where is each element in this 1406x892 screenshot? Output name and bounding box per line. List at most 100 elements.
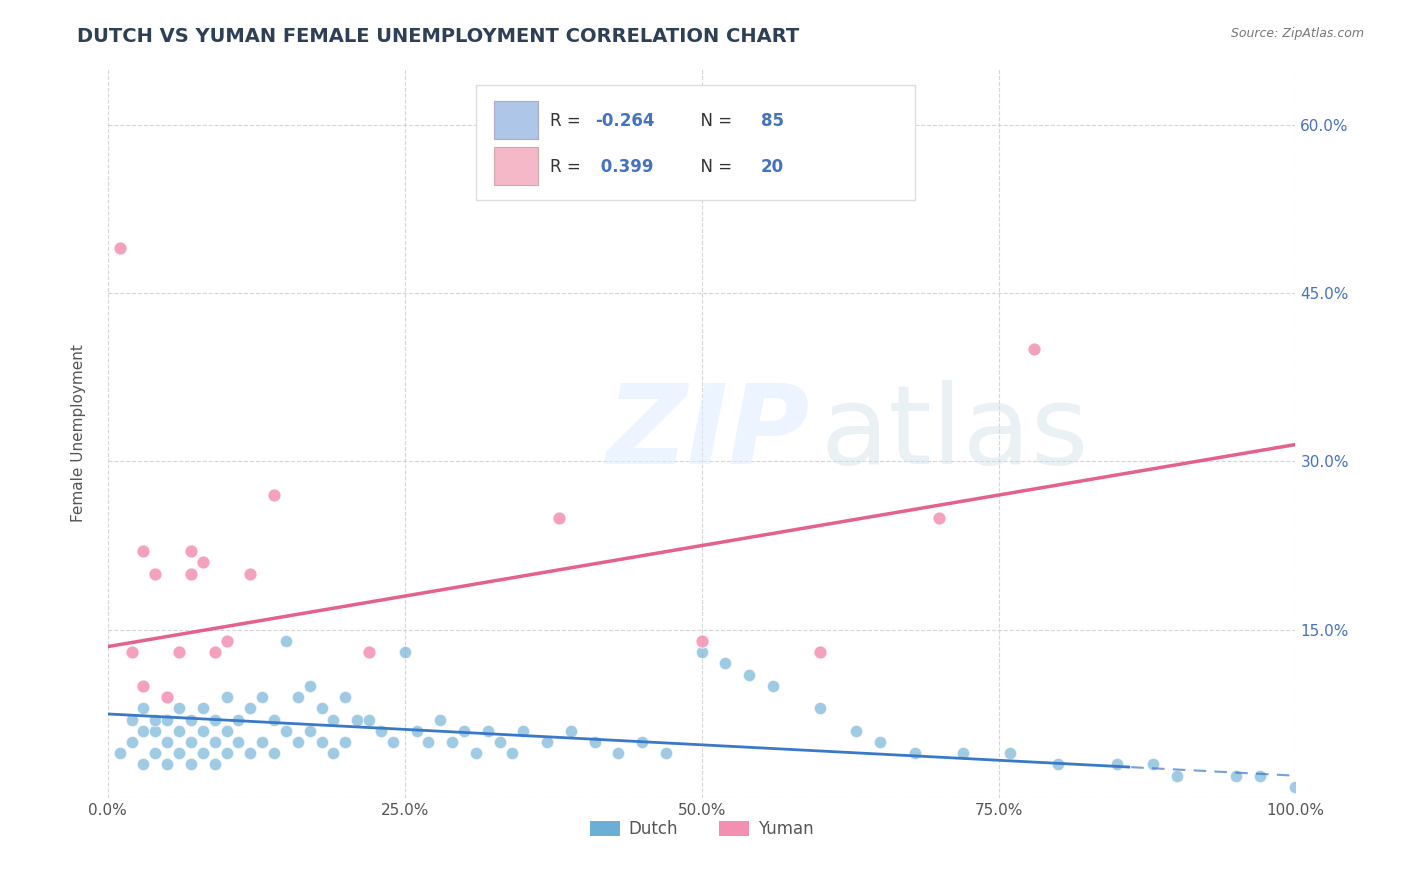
Point — [762, 679, 785, 693]
Point — [204, 645, 226, 659]
Point — [690, 634, 713, 648]
Point — [143, 713, 166, 727]
Point — [381, 735, 404, 749]
Point — [808, 645, 831, 659]
Point — [263, 746, 285, 760]
Point — [143, 566, 166, 581]
Point — [1000, 746, 1022, 760]
Point — [441, 735, 464, 749]
Point — [156, 735, 179, 749]
Point — [465, 746, 488, 760]
Point — [335, 690, 357, 705]
Point — [263, 713, 285, 727]
Point — [156, 690, 179, 705]
Point — [429, 713, 451, 727]
Point — [714, 657, 737, 671]
Point — [548, 510, 571, 524]
FancyBboxPatch shape — [494, 102, 537, 139]
Legend: Dutch, Yuman: Dutch, Yuman — [583, 814, 820, 845]
Point — [180, 713, 202, 727]
Text: N =: N = — [690, 112, 737, 130]
Point — [250, 690, 273, 705]
Y-axis label: Female Unemployment: Female Unemployment — [72, 344, 86, 523]
Point — [121, 713, 143, 727]
Point — [928, 510, 950, 524]
Point — [108, 746, 131, 760]
Point — [191, 556, 214, 570]
Point — [228, 735, 250, 749]
Text: DUTCH VS YUMAN FEMALE UNEMPLOYMENT CORRELATION CHART: DUTCH VS YUMAN FEMALE UNEMPLOYMENT CORRE… — [77, 27, 800, 45]
Point — [311, 735, 333, 749]
Point — [180, 544, 202, 558]
Point — [239, 701, 262, 715]
Point — [738, 667, 761, 681]
Point — [191, 746, 214, 760]
Point — [631, 735, 654, 749]
Point — [1046, 757, 1069, 772]
Point — [180, 566, 202, 581]
Point — [1142, 757, 1164, 772]
Point — [228, 713, 250, 727]
Point — [477, 723, 499, 738]
Point — [156, 757, 179, 772]
Point — [335, 735, 357, 749]
FancyBboxPatch shape — [494, 147, 537, 186]
Point — [607, 746, 630, 760]
Point — [132, 544, 155, 558]
Point — [370, 723, 392, 738]
Point — [204, 735, 226, 749]
Point — [512, 723, 534, 738]
Point — [121, 645, 143, 659]
Point — [156, 713, 179, 727]
Point — [215, 634, 238, 648]
Point — [132, 679, 155, 693]
Text: -0.264: -0.264 — [595, 112, 654, 130]
Text: N =: N = — [690, 158, 737, 176]
Point — [287, 735, 309, 749]
Point — [501, 746, 523, 760]
Point — [204, 713, 226, 727]
Point — [180, 757, 202, 772]
Point — [274, 723, 297, 738]
Point — [453, 723, 475, 738]
Point — [180, 735, 202, 749]
Point — [869, 735, 891, 749]
Point — [1166, 769, 1188, 783]
Point — [357, 645, 380, 659]
Point — [108, 241, 131, 255]
Point — [952, 746, 974, 760]
Point — [1024, 342, 1046, 356]
Point — [132, 701, 155, 715]
Text: Source: ZipAtlas.com: Source: ZipAtlas.com — [1230, 27, 1364, 40]
Point — [1249, 769, 1271, 783]
Point — [583, 735, 606, 749]
Point — [204, 757, 226, 772]
Point — [488, 735, 510, 749]
Point — [536, 735, 558, 749]
Point — [215, 690, 238, 705]
Point — [322, 746, 344, 760]
Point — [346, 713, 368, 727]
Point — [121, 735, 143, 749]
FancyBboxPatch shape — [477, 85, 915, 200]
Text: R =: R = — [550, 158, 591, 176]
Point — [1107, 757, 1129, 772]
Text: 20: 20 — [761, 158, 785, 176]
Point — [298, 679, 321, 693]
Point — [143, 746, 166, 760]
Point — [239, 566, 262, 581]
Point — [132, 757, 155, 772]
Point — [250, 735, 273, 749]
Text: ZIP: ZIP — [606, 380, 810, 487]
Point — [298, 723, 321, 738]
Point — [655, 746, 678, 760]
Point — [191, 701, 214, 715]
Point — [167, 645, 190, 659]
Point — [311, 701, 333, 715]
Text: 0.399: 0.399 — [595, 158, 654, 176]
Point — [418, 735, 440, 749]
Point — [405, 723, 427, 738]
Point — [845, 723, 868, 738]
Point — [191, 723, 214, 738]
Text: R =: R = — [550, 112, 585, 130]
